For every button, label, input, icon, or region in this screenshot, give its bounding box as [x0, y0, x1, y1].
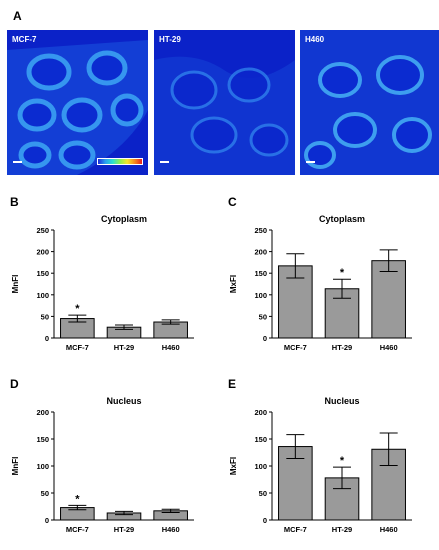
- x-tick-label: MCF-7: [66, 525, 89, 534]
- y-tick-label: 200: [254, 408, 267, 417]
- chart-b-cytoplasm-mnfi: Cytoplasm MnFI 0 50 100 150 200 250 * MCF-7 HT-29 H…: [11, 214, 194, 352]
- bar: [371, 260, 406, 339]
- y-tick-label: 150: [254, 269, 267, 278]
- chart-title: Cytoplasm: [319, 214, 365, 224]
- micrograph-label: HT-29: [159, 35, 181, 44]
- x-tick-label: H460: [162, 343, 180, 352]
- significance-marker: *: [75, 303, 80, 315]
- x-tick-label: HT-29: [332, 525, 352, 534]
- scale-bar: [306, 161, 315, 163]
- significance-marker: *: [340, 455, 345, 467]
- y-axis-label: MnFI: [11, 457, 20, 476]
- x-tick-label: H460: [162, 525, 180, 534]
- y-tick-label: 250: [254, 226, 267, 235]
- significance-marker: *: [340, 267, 345, 279]
- y-tick-label: 150: [36, 435, 49, 444]
- y-tick-label: 50: [259, 312, 267, 321]
- y-tick-label: 200: [36, 408, 49, 417]
- y-tick-label: 0: [45, 334, 49, 343]
- x-tick-label: MCF-7: [66, 343, 89, 352]
- micrograph-ht29-image: [154, 30, 295, 175]
- chart-d-nucleus-mnfi: Nucleus MnFI 0 50 100 150 200 * MCF-7 HT-29 H460: [11, 396, 194, 534]
- y-tick-label: 100: [36, 462, 49, 471]
- y-tick-label: 200: [36, 248, 49, 257]
- y-axis-label: MxFI: [229, 275, 238, 293]
- y-axis-label: MxFI: [229, 457, 238, 475]
- y-axis-label: MnFI: [11, 275, 20, 294]
- x-tick-label: MCF-7: [284, 525, 307, 534]
- bar: [324, 288, 360, 339]
- intensity-colorbar: [97, 158, 143, 165]
- chart-c-cytoplasm-mxfi: Cytoplasm MxFI 0 50 100 150 200 250 MCF-7 * HT-29 H…: [229, 214, 412, 352]
- y-tick-label: 150: [36, 269, 49, 278]
- y-tick-label: 0: [263, 334, 267, 343]
- panel-letter-b: B: [10, 195, 19, 209]
- y-tick-label: 100: [254, 291, 267, 300]
- y-tick-label: 100: [254, 462, 267, 471]
- significance-marker: *: [75, 493, 80, 505]
- y-tick-label: 0: [45, 516, 49, 525]
- x-tick-label: HT-29: [114, 525, 134, 534]
- y-tick-label: 150: [254, 435, 267, 444]
- panel-letter-a: A: [13, 9, 22, 23]
- y-tick-label: 0: [263, 516, 267, 525]
- micrograph-label: H460: [305, 35, 325, 44]
- scale-bar: [160, 161, 169, 163]
- scale-bar: [13, 161, 22, 163]
- micrograph-mcf7: MCF-7: [7, 30, 148, 175]
- x-tick-label: HT-29: [114, 343, 134, 352]
- y-tick-label: 250: [36, 226, 49, 235]
- chart-title: Nucleus: [324, 396, 359, 406]
- y-tick-label: 200: [254, 248, 267, 257]
- panel-letter-e: E: [228, 377, 237, 391]
- micrograph-h460: H460: [300, 30, 439, 175]
- y-tick-label: 50: [259, 489, 267, 498]
- chart-title: Cytoplasm: [101, 214, 147, 224]
- x-tick-label: H460: [380, 343, 398, 352]
- micrograph-label: MCF-7: [12, 35, 37, 44]
- micrograph-mcf7-image: [7, 30, 148, 175]
- x-tick-label: H460: [380, 525, 398, 534]
- micrograph-h460-image: [300, 30, 439, 175]
- x-tick-label: HT-29: [332, 343, 352, 352]
- panel-letter-d: D: [10, 377, 19, 391]
- y-tick-label: 50: [41, 489, 49, 498]
- micrograph-ht29: HT-29: [154, 30, 295, 175]
- y-tick-label: 100: [36, 291, 49, 300]
- chart-e-nucleus-mxfi: Nucleus MxFI 0 50 100 150 200 MCF-7 * HT-29 H460: [229, 396, 412, 534]
- chart-title: Nucleus: [106, 396, 141, 406]
- x-tick-label: MCF-7: [284, 343, 307, 352]
- panel-letter-c: C: [228, 195, 237, 209]
- y-tick-label: 50: [41, 312, 49, 321]
